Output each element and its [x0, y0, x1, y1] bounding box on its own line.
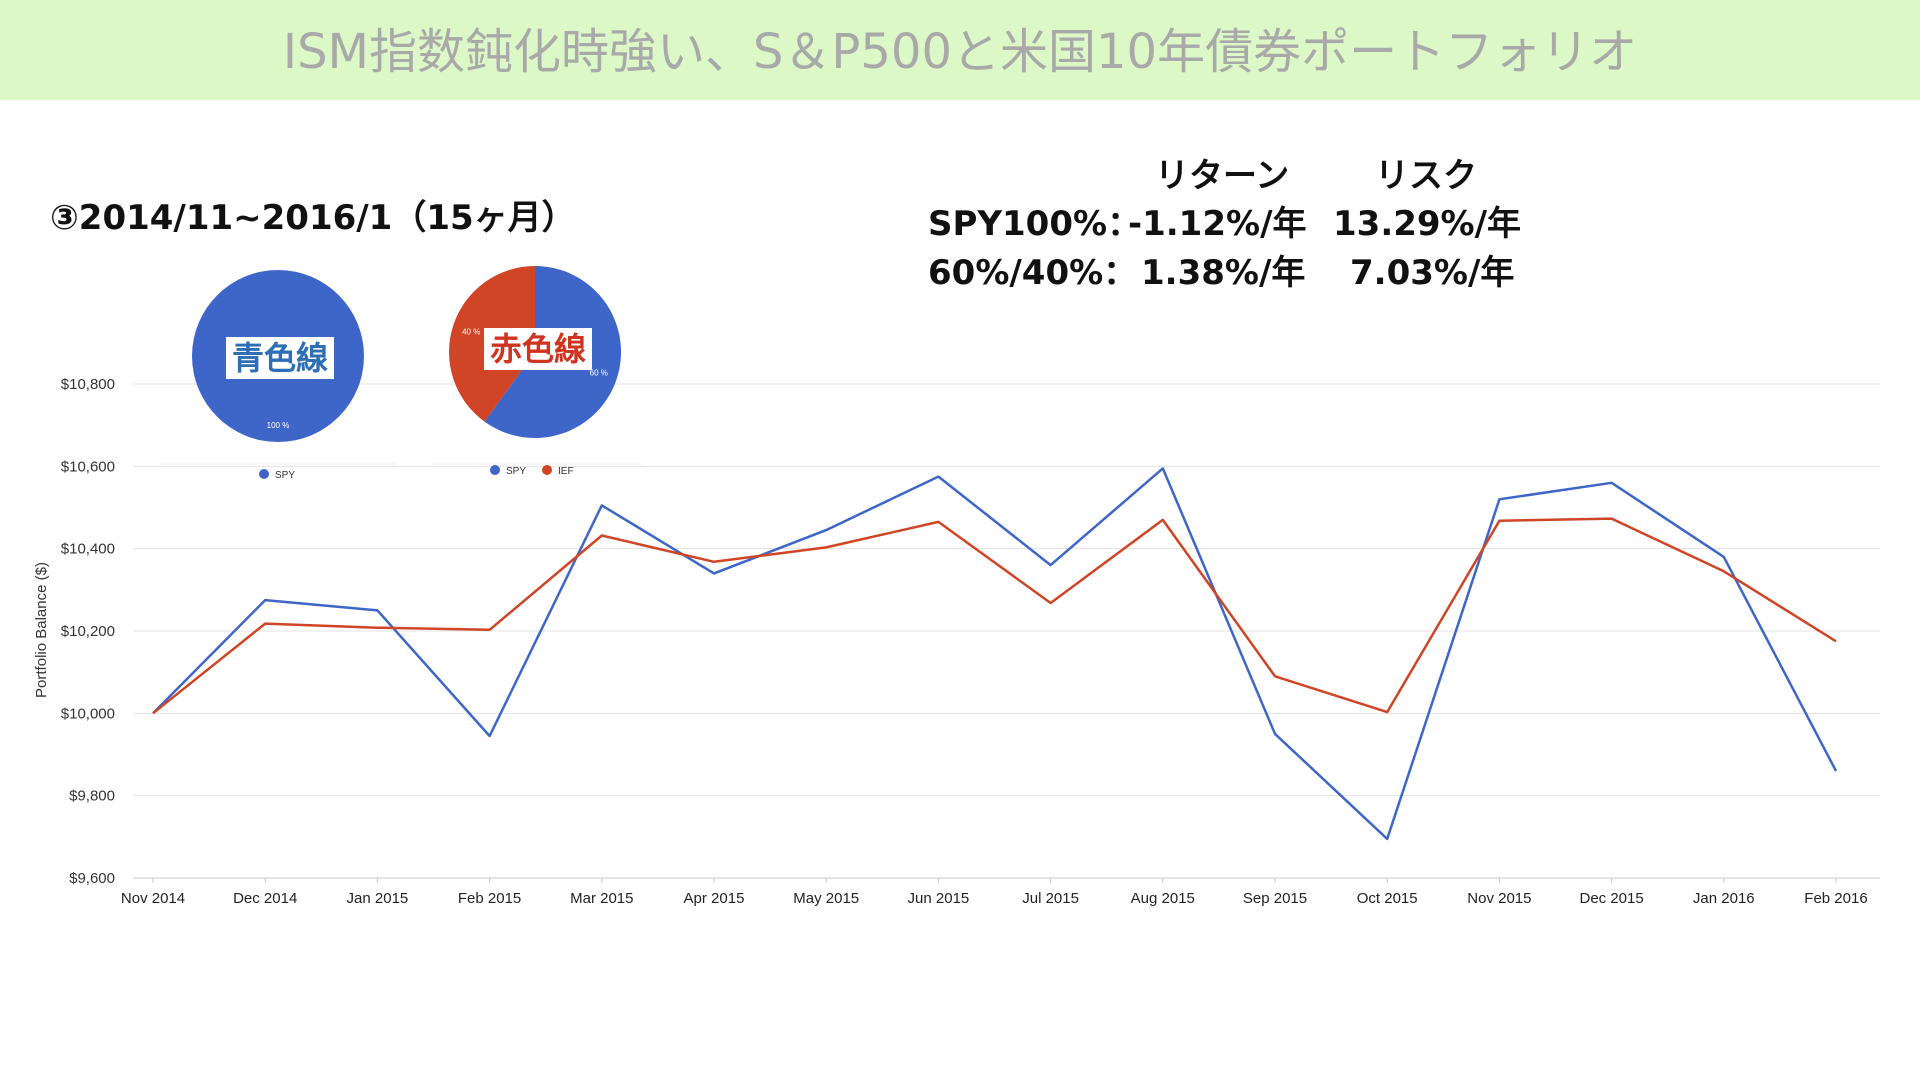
stat-row-spy-return: -1.12%/年: [1128, 204, 1307, 244]
pie-slice-label: 60 %: [590, 369, 608, 378]
x-tick-label: Feb 2016: [1804, 890, 1867, 907]
legend-label-spy: SPY: [275, 470, 295, 481]
x-tick-label: Sep 2015: [1243, 890, 1307, 907]
x-tick-label: Aug 2015: [1131, 890, 1195, 907]
x-tick-label: Jul 2015: [1022, 890, 1079, 907]
legend-swatch-spy: [490, 465, 500, 475]
return-header: リターン: [1155, 156, 1290, 196]
stat-row-mix-risk: 7.03%/年: [1350, 253, 1515, 293]
x-tick-label: Jun 2015: [908, 890, 970, 907]
stat-row-spy-risk: 13.29%/年: [1333, 204, 1522, 244]
x-tick-label: Feb 2015: [458, 890, 521, 907]
blue-line-label: 青色線: [226, 337, 335, 379]
pie-slice-label: 40 %: [462, 327, 480, 336]
y-tick-label: $10,000: [61, 705, 115, 722]
x-tick-label: Jan 2016: [1693, 890, 1755, 907]
mix-60-40-line: [152, 517, 1837, 715]
x-tick-label: Mar 2015: [570, 890, 633, 907]
stat-row-mix-return: 1.38%/年: [1141, 253, 1306, 293]
x-tick-label: May 2015: [793, 890, 859, 907]
y-tick-label: $9,600: [69, 870, 115, 887]
risk-header: リスク: [1375, 156, 1477, 196]
x-tick-label: Apr 2015: [684, 890, 745, 907]
legend-label-spy: SPY: [506, 466, 526, 477]
stat-row-spy-label: SPY100%：: [928, 204, 1142, 244]
x-tick-label: Dec 2014: [233, 890, 297, 907]
y-tick-label: $10,200: [61, 623, 115, 640]
y-tick-label: $10,600: [61, 458, 115, 475]
x-tick-label: Nov 2015: [1467, 890, 1531, 907]
x-ticks: Nov 2014 Dec 2014 Jan 2015 Feb 2015 Mar 2015…: [121, 878, 1868, 907]
series-lines: [152, 467, 1838, 841]
red-line-label: 赤色線: [484, 328, 593, 370]
pie-slice-label: 100 %: [267, 421, 290, 430]
y-axis-label: Portfolio Balance ($): [33, 562, 50, 698]
x-tick-label: Oct 2015: [1357, 890, 1418, 907]
title-bar: ISM指数鈍化時強い、S＆P500と米国10年債券ポートフォリオ: [0, 0, 1920, 100]
legend-swatch-spy: [259, 469, 269, 479]
period-label: ③2014/11~2016/1（15ヶ月）: [50, 198, 576, 238]
stat-row-mix-label: 60%/40%：: [928, 253, 1138, 293]
spy-100-line: [152, 467, 1838, 841]
legend-label-ief: IEF: [558, 466, 574, 477]
y-tick-label: $10,800: [61, 376, 115, 393]
x-tick-label: Jan 2015: [347, 890, 409, 907]
x-tick-label: Nov 2014: [121, 890, 185, 907]
y-ticks: $9,600 $9,800 $10,000 $10,200 $10,400 $10,600…: [61, 376, 115, 887]
legend-swatch-ief: [542, 465, 552, 475]
grid: [133, 383, 1880, 879]
x-tick-label: Dec 2015: [1579, 890, 1643, 907]
y-tick-label: $10,400: [61, 541, 115, 558]
slide-title: ISM指数鈍化時強い、S＆P500と米国10年債券ポートフォリオ: [282, 24, 1638, 80]
y-tick-label: $9,800: [69, 788, 115, 805]
